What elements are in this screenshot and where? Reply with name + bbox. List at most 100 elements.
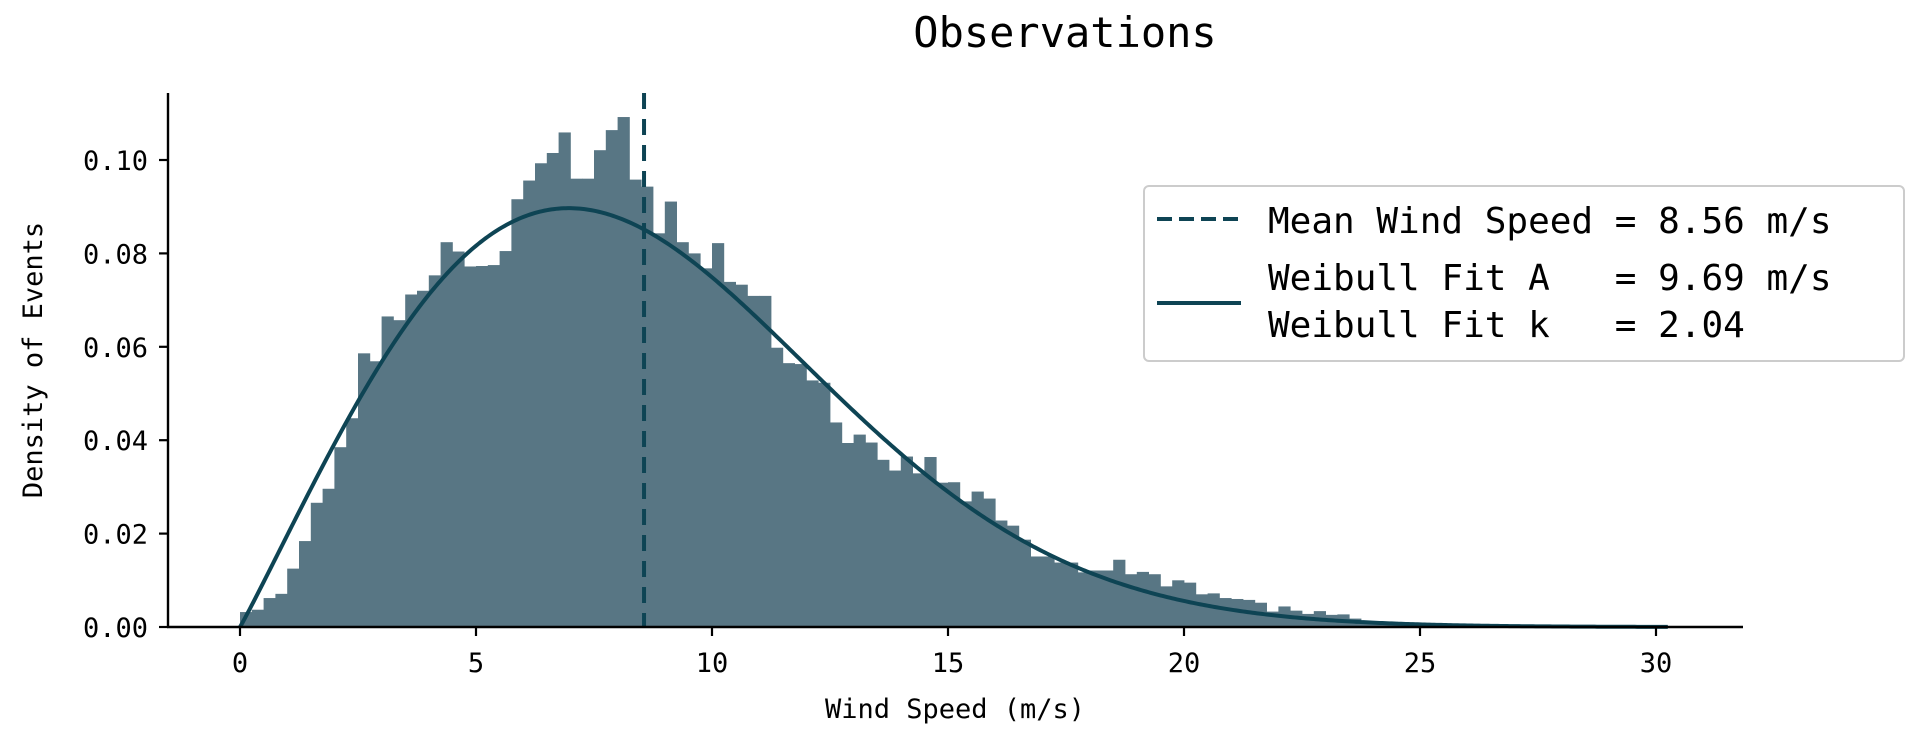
histogram-bar: [1054, 562, 1067, 627]
histogram-bar: [275, 593, 288, 627]
weibull-curve-path: [238, 206, 1668, 629]
histogram-bar: [1136, 571, 1149, 627]
x-tick-label: 5: [468, 648, 484, 679]
y-axis-ticks: 0.00 0.02 0.04 0.06 0.08 0.10: [83, 146, 168, 644]
histogram-bar: [1042, 556, 1055, 627]
histogram-bar: [794, 364, 807, 627]
histogram-bar: [889, 470, 902, 627]
histogram-bar: [511, 199, 524, 627]
histogram-bar: [806, 380, 819, 627]
histogram-bar: [723, 281, 736, 627]
histogram-bar: [936, 482, 949, 627]
weibull-fit-curve: [238, 206, 1668, 629]
histogram-bar: [653, 233, 666, 627]
histogram-bar: [452, 251, 465, 628]
histogram-bar: [393, 320, 406, 627]
y-tick-label: 0.10: [83, 146, 148, 177]
legend-label-mean: Mean Wind Speed = 8.56 m/s: [1268, 201, 1832, 242]
histogram-bar: [1172, 580, 1185, 627]
histogram-bar: [700, 268, 713, 627]
y-axis-title: Density of Events: [18, 222, 49, 498]
histogram-bar: [617, 117, 630, 627]
histogram-bar: [1101, 570, 1114, 627]
histogram-bar: [1231, 598, 1244, 627]
histogram-bar: [381, 316, 394, 627]
histogram-bar: [440, 242, 453, 627]
legend-box: [1143, 185, 1905, 362]
histogram-bar: [263, 598, 276, 627]
histogram-bar: [1372, 623, 1385, 627]
legend: Mean Wind Speed = 8.56 m/s Weibull Fit A…: [1143, 185, 1905, 362]
histogram-bar: [476, 266, 489, 627]
histogram-bar: [948, 482, 961, 627]
histogram-bar: [546, 152, 559, 627]
legend-label-weibull-a: Weibull Fit A = 9.69 m/s: [1268, 258, 1832, 299]
legend-label-weibull-k: Weibull Fit k = 2.04: [1268, 305, 1745, 346]
histogram-bar: [417, 290, 430, 627]
histogram-bar: [605, 130, 618, 627]
chart-title: Observations: [913, 8, 1216, 57]
histogram-bar: [1148, 574, 1161, 627]
histogram-bar: [287, 568, 300, 627]
histogram-bar: [629, 179, 642, 627]
x-axis-ticks: 0 5 10 15 20 25 30: [232, 627, 1672, 679]
histogram-bar: [1384, 624, 1397, 627]
histogram-bar: [841, 443, 854, 627]
histogram-bar: [971, 491, 984, 627]
histogram-bar: [1195, 594, 1208, 627]
histogram-bar: [251, 609, 264, 627]
histogram-bar: [759, 295, 772, 627]
x-tick-label: 20: [1168, 648, 1201, 679]
x-tick-label: 25: [1404, 648, 1437, 679]
histogram-bar: [334, 447, 347, 627]
histogram-bar: [1089, 570, 1102, 627]
histogram-bar: [1160, 586, 1173, 627]
histogram-bar: [358, 353, 371, 627]
histogram-bar: [405, 294, 418, 627]
histogram-bar: [369, 361, 382, 627]
y-tick-label: 0.08: [83, 239, 148, 270]
histogram-bars: [240, 117, 1669, 628]
histogram-bar: [712, 243, 725, 627]
histogram-bar: [747, 295, 760, 627]
histogram-bar: [1184, 582, 1197, 627]
x-tick-label: 0: [232, 648, 248, 679]
histogram-bar: [299, 541, 312, 627]
histogram-bar: [523, 180, 536, 627]
histogram-bar: [771, 347, 784, 627]
histogram-bar: [487, 265, 500, 627]
histogram-bar: [664, 201, 677, 628]
histogram-bar: [1125, 574, 1138, 627]
histogram-bar: [983, 498, 996, 627]
histogram-bar: [959, 501, 972, 627]
histogram-bar: [1219, 598, 1232, 627]
histogram-bar: [582, 178, 595, 627]
histogram-bar: [464, 266, 477, 627]
histogram-bar: [1113, 559, 1126, 627]
x-axis-title: Wind Speed (m/s): [825, 694, 1085, 725]
y-tick-label: 0.04: [83, 426, 148, 457]
histogram-bar: [1007, 525, 1020, 627]
histogram-bar: [1030, 556, 1043, 627]
axes: 0 5 10 15 20 25 30 0.00 0.02 0.04 0.06 0.08 0.10: [83, 93, 1743, 679]
histogram-bar: [1207, 593, 1220, 627]
histogram-bar: [594, 150, 607, 627]
histogram-bar: [1361, 622, 1374, 627]
y-tick-label: 0.06: [83, 333, 148, 364]
x-tick-label: 30: [1640, 648, 1673, 679]
histogram-bar: [912, 473, 925, 627]
histogram-bar: [735, 284, 748, 627]
histogram-bar: [676, 242, 689, 627]
histogram-bar: [818, 382, 831, 627]
histogram-bar: [499, 251, 512, 627]
histogram-bar: [535, 163, 548, 628]
histogram-bar: [853, 434, 866, 627]
histogram-bar: [924, 457, 937, 627]
histogram-bar: [1018, 539, 1031, 627]
x-tick-label: 10: [696, 648, 729, 679]
histogram-bar: [688, 253, 701, 627]
histogram-bar: [428, 275, 441, 627]
histogram-bar: [558, 132, 571, 627]
histogram-bar: [900, 456, 913, 627]
